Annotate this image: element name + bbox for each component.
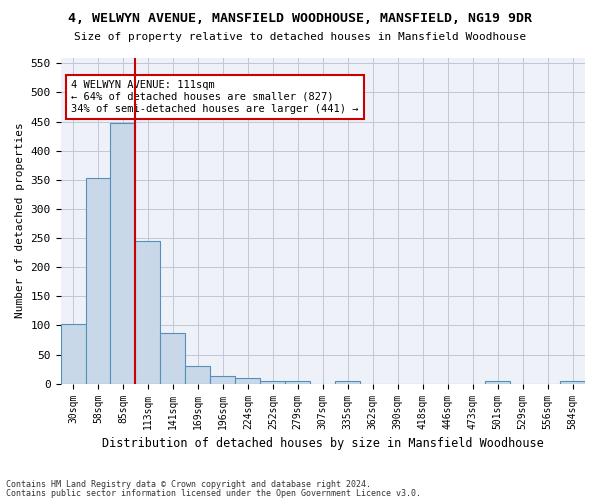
Bar — [335, 381, 360, 384]
Bar — [260, 381, 286, 384]
Bar — [160, 333, 185, 384]
Bar — [61, 324, 86, 384]
Bar — [110, 124, 136, 384]
Bar — [560, 381, 585, 384]
Bar — [286, 381, 310, 384]
Text: Contains public sector information licensed under the Open Government Licence v3: Contains public sector information licen… — [6, 490, 421, 498]
Bar — [211, 376, 235, 384]
Bar — [86, 178, 110, 384]
Bar — [485, 381, 510, 384]
Text: Contains HM Land Registry data © Crown copyright and database right 2024.: Contains HM Land Registry data © Crown c… — [6, 480, 371, 489]
Y-axis label: Number of detached properties: Number of detached properties — [15, 122, 25, 318]
Bar — [136, 241, 160, 384]
Text: 4 WELWYN AVENUE: 111sqm
← 64% of detached houses are smaller (827)
34% of semi-d: 4 WELWYN AVENUE: 111sqm ← 64% of detache… — [71, 80, 359, 114]
Bar — [185, 366, 211, 384]
Text: Size of property relative to detached houses in Mansfield Woodhouse: Size of property relative to detached ho… — [74, 32, 526, 42]
X-axis label: Distribution of detached houses by size in Mansfield Woodhouse: Distribution of detached houses by size … — [102, 437, 544, 450]
Bar — [235, 378, 260, 384]
Text: 4, WELWYN AVENUE, MANSFIELD WOODHOUSE, MANSFIELD, NG19 9DR: 4, WELWYN AVENUE, MANSFIELD WOODHOUSE, M… — [68, 12, 532, 26]
